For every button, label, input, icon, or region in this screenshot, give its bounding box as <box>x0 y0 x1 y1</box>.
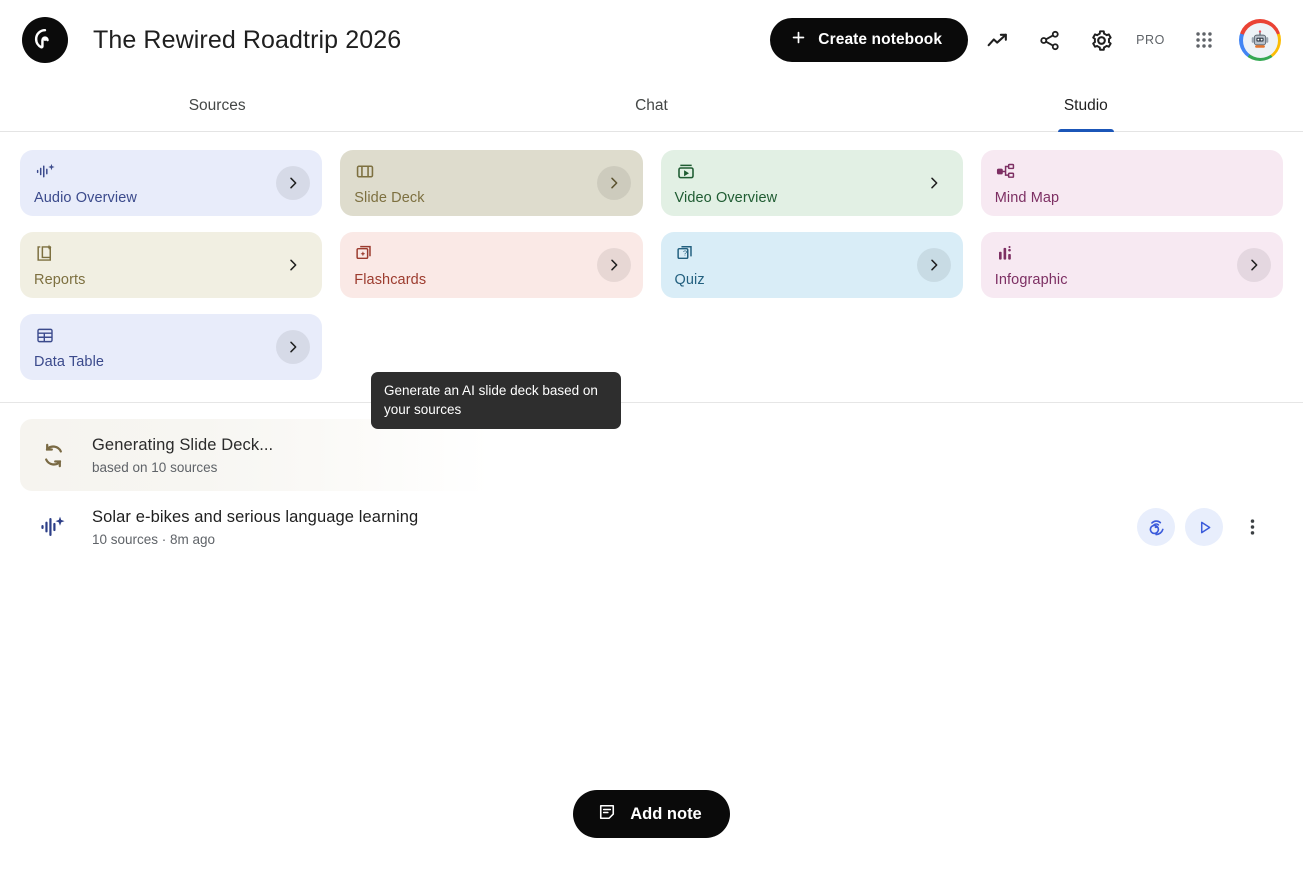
quiz-question-icon: ? <box>675 243 949 264</box>
studio-card-flashcards[interactable]: Flashcards <box>340 232 643 298</box>
header-actions: Create notebook PRO <box>770 17 1281 63</box>
studio-card-label: Infographic <box>994 272 1068 288</box>
list-item-text: Solar e-bikes and serious language learn… <box>92 507 418 547</box>
chevron-right-icon[interactable] <box>276 330 311 364</box>
studio-card-slide-deck[interactable]: Slide Deck <box>340 150 643 216</box>
studio-card-label: Video Overview <box>674 190 778 206</box>
mind-map-icon <box>995 161 1269 182</box>
loading-refresh-icon <box>32 442 74 469</box>
list-item-text: Generating Slide Deck... based on 10 sou… <box>92 435 273 475</box>
tooltip-slide-deck: Generate an AI slide deck based on your … <box>371 372 621 430</box>
apps-grid-icon[interactable] <box>1181 17 1227 63</box>
avatar[interactable] <box>1239 19 1281 61</box>
gear-icon[interactable] <box>1078 17 1124 63</box>
studio-card-data-table[interactable]: Data Table <box>20 314 323 380</box>
audio-waveform-sparkle-icon <box>32 513 74 541</box>
studio-card-infographic[interactable]: Infographic <box>980 232 1283 298</box>
studio-card-label: Reports <box>34 272 86 288</box>
create-notebook-button[interactable]: Create notebook <box>770 18 969 62</box>
studio-card-label: Audio Overview <box>34 190 137 206</box>
robot-avatar-icon <box>1242 22 1278 58</box>
main-tabs: Sources Chat Studio <box>0 80 1303 132</box>
section-divider <box>0 402 1303 403</box>
note-icon <box>597 802 617 827</box>
chevron-right-icon[interactable] <box>596 166 631 200</box>
plus-icon <box>790 29 807 51</box>
report-sparkle-icon <box>34 243 308 264</box>
notebooklm-logo-icon[interactable] <box>22 17 68 63</box>
chevron-right-icon[interactable] <box>917 166 951 200</box>
svg-text:?: ? <box>682 248 686 257</box>
tab-sources-label: Sources <box>188 96 246 114</box>
tab-chat-label: Chat <box>635 96 668 114</box>
data-table-icon <box>34 325 308 346</box>
share-icon[interactable] <box>1026 17 1072 63</box>
tab-studio[interactable]: Studio <box>869 80 1303 131</box>
list-item-actions <box>1137 508 1269 546</box>
list-item[interactable]: Generating Slide Deck... based on 10 sou… <box>20 419 490 491</box>
flashcards-icon <box>354 243 628 264</box>
interactive-mode-icon[interactable] <box>1137 508 1175 546</box>
play-icon[interactable] <box>1185 508 1223 546</box>
studio-card-label: Flashcards <box>354 272 427 288</box>
add-note-container: Add note <box>0 790 1303 838</box>
list-item-title: Generating Slide Deck... <box>92 435 274 454</box>
studio-card-label: Quiz <box>674 272 705 288</box>
chevron-right-icon[interactable] <box>1237 166 1271 200</box>
list-item-title: Solar e-bikes and serious language learn… <box>92 507 419 526</box>
list-item[interactable]: Solar e-bikes and serious language learn… <box>20 491 1283 563</box>
studio-card-grid: Audio Overview Slide Deck Video Overview <box>0 132 1303 430</box>
studio-card-quiz[interactable]: ? Quiz <box>660 232 963 298</box>
audio-waveform-sparkle-icon <box>34 161 308 182</box>
chevron-right-icon[interactable] <box>916 248 951 282</box>
studio-card-mind-map[interactable]: Mind Map <box>980 150 1283 216</box>
more-vertical-icon[interactable] <box>1235 508 1269 546</box>
chevron-right-icon[interactable] <box>1237 248 1271 282</box>
add-note-label: Add note <box>630 804 702 823</box>
trending-up-icon[interactable] <box>974 17 1020 63</box>
artifact-list: Generating Slide Deck... based on 10 sou… <box>0 403 1303 563</box>
page-title: The Rewired Roadtrip 2026 <box>93 25 402 54</box>
tab-chat[interactable]: Chat <box>434 80 868 131</box>
slide-deck-icon <box>354 161 628 182</box>
add-note-button[interactable]: Add note <box>573 790 730 838</box>
list-item-subtitle: 10 sources · 8m ago <box>92 532 216 548</box>
tab-studio-label: Studio <box>1063 96 1108 114</box>
studio-card-video-overview[interactable]: Video Overview <box>660 150 963 216</box>
pro-badge: PRO <box>1136 33 1165 47</box>
chevron-right-icon[interactable] <box>276 248 310 282</box>
studio-card-label: Slide Deck <box>354 190 425 206</box>
infographic-bars-icon <box>995 243 1269 264</box>
studio-card-label: Data Table <box>34 354 105 370</box>
chevron-right-icon[interactable] <box>596 248 631 282</box>
chevron-right-icon[interactable] <box>276 166 311 200</box>
studio-card-reports[interactable]: Reports <box>20 232 323 298</box>
tab-sources[interactable]: Sources <box>0 80 434 131</box>
video-play-icon <box>675 161 949 182</box>
studio-card-label: Mind Map <box>994 190 1060 206</box>
app-header: The Rewired Roadtrip 2026 Create noteboo… <box>0 0 1303 80</box>
studio-card-audio-overview[interactable]: Audio Overview <box>20 150 323 216</box>
create-notebook-label: Create notebook <box>818 31 943 48</box>
list-item-subtitle: based on 10 sources <box>92 460 218 476</box>
